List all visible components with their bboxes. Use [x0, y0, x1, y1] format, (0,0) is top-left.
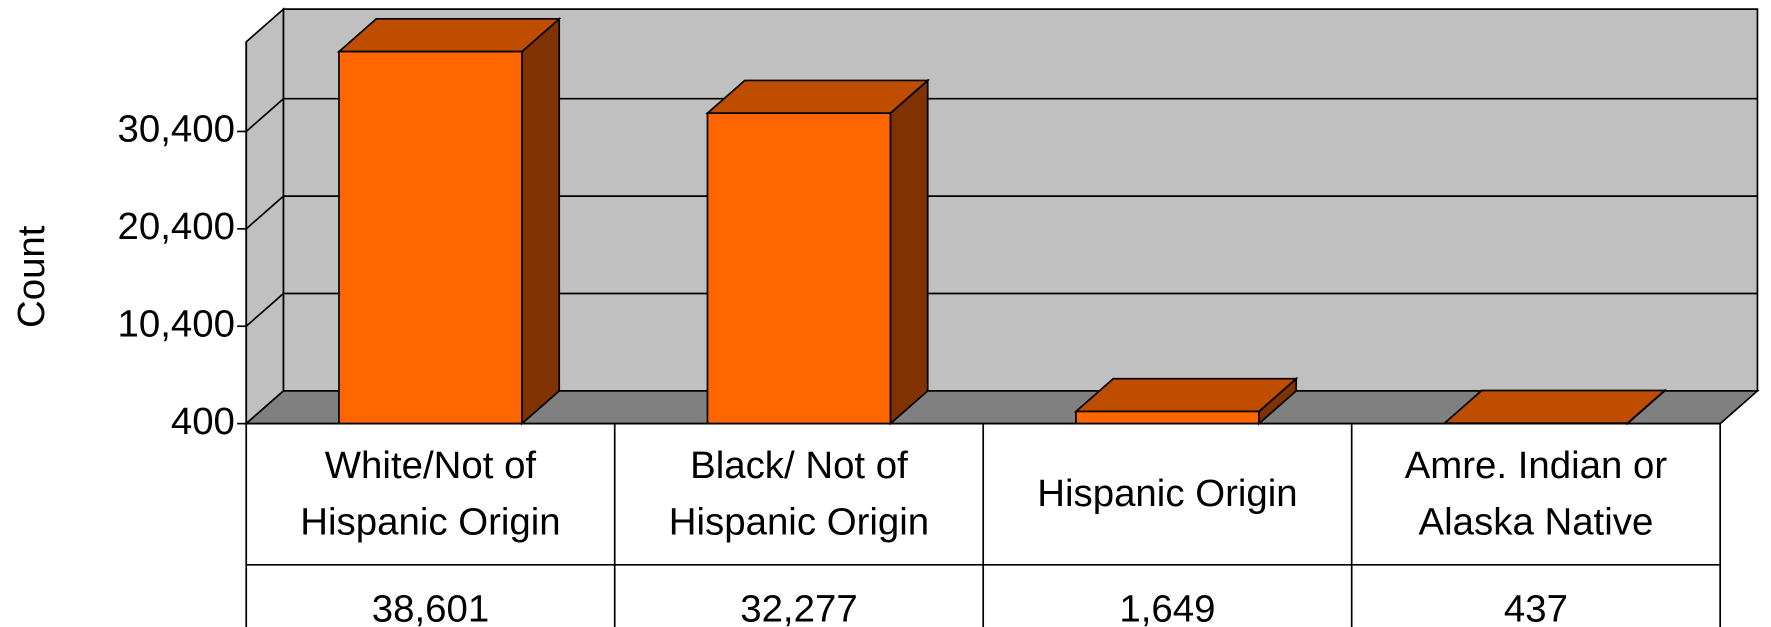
- bar-front: [706, 112, 892, 425]
- value-label-cell: 1,649: [1119, 587, 1216, 627]
- value-label: 437: [1503, 587, 1568, 627]
- side-wall: [245, 7, 285, 426]
- value-label: 32,277: [740, 587, 858, 627]
- y-axis-label: Count: [10, 225, 53, 328]
- category-label: Black/ Not of Hispanic Origin: [668, 444, 930, 543]
- bar: [1442, 388, 1667, 426]
- grid-line: [245, 97, 1758, 133]
- value-label: 38,601: [371, 587, 490, 627]
- category-label: Amre. Indian or Alaska Native: [1404, 444, 1668, 543]
- category-label-cell: Amre. Indian or Alaska Native: [1404, 444, 1668, 543]
- bar-top: [336, 17, 562, 53]
- category-label-cell: Black/ Not of Hispanic Origin: [668, 444, 930, 543]
- bar: [1073, 376, 1299, 426]
- bar: [336, 16, 562, 426]
- category-label: Hispanic Origin: [1037, 472, 1298, 515]
- bar-top: [1442, 389, 1667, 425]
- category-label: White/Not of Hispanic Origin: [300, 444, 561, 543]
- value-label: 1,649: [1119, 587, 1216, 627]
- value-label-cell: 32,277: [740, 587, 858, 627]
- bar-side: [889, 78, 929, 426]
- bar-side: [521, 16, 561, 426]
- value-label-cell: 437: [1503, 587, 1568, 627]
- bar-front: [338, 50, 523, 425]
- y-tick-label: 30,400: [118, 108, 235, 151]
- y-tick-label: 20,400: [118, 205, 235, 248]
- category-label-cell: White/Not of Hispanic Origin: [300, 444, 561, 543]
- bar-front: [1075, 410, 1260, 425]
- grid-line: [245, 195, 1758, 230]
- value-label-cell: 38,601: [371, 587, 490, 627]
- category-label-cell: Hispanic Origin: [1037, 472, 1298, 515]
- bar-top: [705, 79, 930, 115]
- y-tick-label: 400: [171, 400, 235, 443]
- bar-top: [1073, 377, 1299, 413]
- y-tick-label: 10,400: [118, 302, 235, 345]
- bar: [705, 78, 930, 426]
- grid-line: [245, 292, 1758, 327]
